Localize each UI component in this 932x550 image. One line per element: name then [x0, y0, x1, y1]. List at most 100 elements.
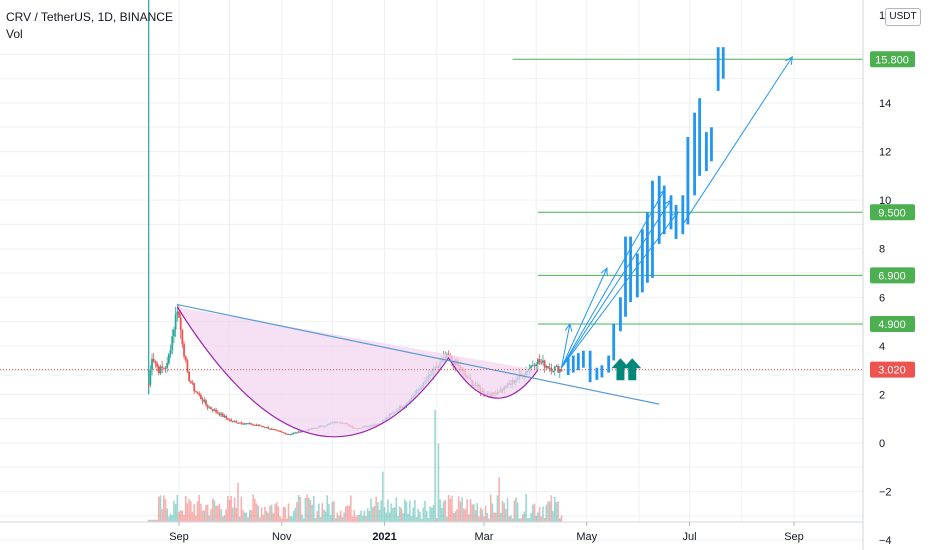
volume-bar [533, 503, 536, 522]
volume-bar [360, 510, 362, 522]
y-tick-label: 6 [879, 292, 885, 304]
candle-body [149, 369, 152, 385]
volume-bar [341, 517, 344, 522]
candle-body [208, 407, 211, 409]
candle-body [196, 392, 199, 394]
projection-bar [600, 365, 604, 378]
volume-bar [205, 504, 207, 522]
volume-indicator-label[interactable]: Vol [6, 27, 23, 41]
x-tick-label: May [576, 531, 597, 543]
y-tick-label: 8 [879, 244, 885, 256]
volume-bar [233, 497, 236, 522]
volume-bar [356, 515, 359, 522]
y-tick-label: −4 [879, 535, 892, 547]
projection-bars [566, 47, 725, 383]
candle-body [289, 434, 292, 436]
volume-bar [434, 410, 436, 522]
volume-bar [232, 507, 234, 522]
candle-body [189, 381, 192, 383]
volume-bar [321, 503, 324, 522]
volume-bar [493, 512, 495, 522]
volume-bar [318, 503, 320, 522]
volume-bar [237, 482, 239, 522]
projection-bar [669, 195, 673, 230]
volume-bar [437, 443, 440, 522]
candle-body [297, 431, 300, 433]
volume-bar [174, 504, 177, 522]
volume-bar [400, 508, 403, 522]
volume-bar [208, 515, 211, 522]
volume-bar [311, 504, 313, 522]
volume-bar [154, 519, 157, 522]
volume-bar [532, 504, 534, 522]
volume-bar [168, 516, 170, 522]
volume-bar [407, 513, 409, 522]
candle-body [262, 426, 265, 428]
volume-bar [289, 516, 292, 522]
candle-body [154, 361, 157, 364]
candle-body [210, 407, 212, 410]
projection-arrow [561, 267, 608, 368]
volume-bar [196, 501, 199, 522]
volume-bar [243, 512, 246, 522]
volume-bar [454, 511, 457, 522]
candle-body [290, 433, 293, 435]
volume-bar [387, 499, 389, 522]
candle-body [269, 428, 271, 430]
volume-bar [380, 500, 382, 522]
chart-grid [0, 0, 863, 541]
candle-body [265, 427, 268, 429]
volume-bar [432, 505, 435, 522]
candle-body [232, 420, 234, 422]
volume-bar [491, 503, 494, 522]
volume-bar [272, 513, 275, 522]
x-tick-label: Mar [474, 531, 493, 543]
volume-bar [171, 515, 174, 522]
volume-bar [459, 501, 462, 522]
candle-body [250, 423, 253, 425]
candle-body [162, 367, 165, 369]
volume-bar [201, 510, 204, 522]
volume-bar [151, 519, 153, 522]
volume-bar [296, 502, 298, 522]
candle-body [245, 423, 248, 425]
volume-bar [302, 518, 305, 522]
candle-body [191, 382, 194, 384]
volume-bar [383, 507, 386, 522]
currency-button[interactable]: USDT [885, 8, 921, 26]
volume-bar [254, 498, 256, 522]
candle-body [267, 427, 270, 429]
candle-body [294, 432, 297, 434]
volume-bar [420, 518, 423, 522]
projection-bar [571, 355, 575, 373]
volume-bar [471, 504, 473, 522]
resistance-trendline [177, 303, 660, 405]
candle-body [215, 409, 217, 413]
volume-bar [350, 495, 352, 522]
volume-bar [427, 517, 430, 522]
candle-body [235, 421, 238, 423]
volume-bar [513, 500, 516, 522]
volume-bar [528, 518, 531, 522]
candle-body [253, 424, 256, 426]
volume-bar [441, 508, 443, 522]
volume-bar [265, 511, 268, 522]
candle-body [181, 329, 184, 345]
volume-bar [316, 511, 318, 522]
volume-bar [516, 502, 519, 522]
volume-bar [555, 502, 558, 522]
candle-body [242, 423, 244, 425]
volume-bar [210, 509, 212, 522]
volume-bar [147, 519, 150, 522]
candle-body [538, 359, 541, 363]
volume-bar [375, 496, 377, 522]
projection-bar [566, 358, 570, 375]
volume-bar [500, 512, 502, 522]
candle-body [299, 431, 302, 433]
candle-body [543, 360, 546, 368]
candle-body [186, 360, 189, 372]
candle-body [540, 362, 543, 364]
candle-body [211, 409, 214, 411]
candle-body [296, 432, 298, 434]
